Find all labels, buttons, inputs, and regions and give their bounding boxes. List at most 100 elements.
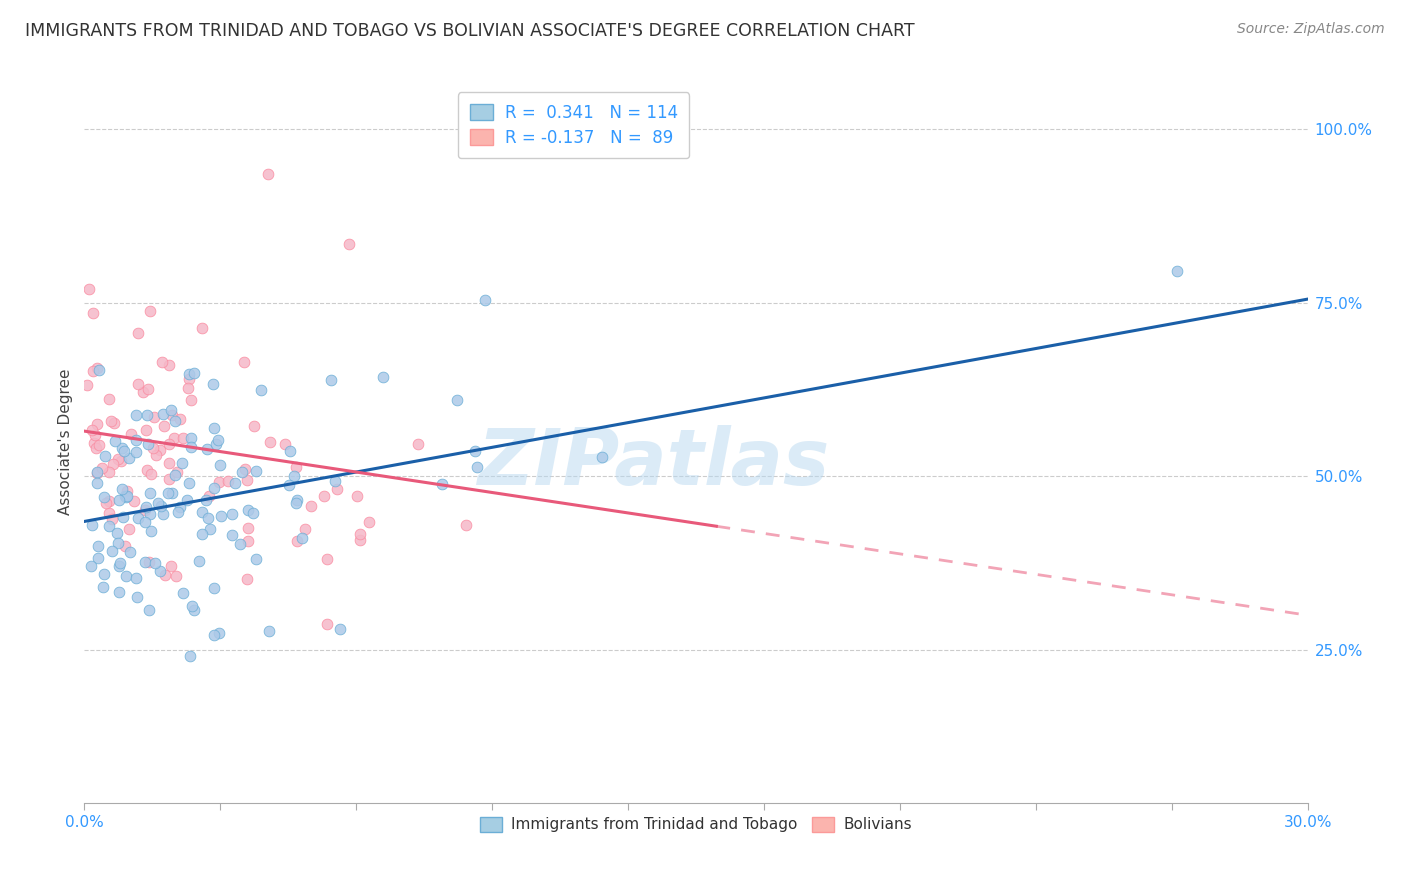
Point	[107, 451, 129, 466]
Point	[134, 503, 156, 517]
Point	[139, 524, 162, 538]
Point	[291, 531, 314, 545]
Point	[278, 477, 301, 491]
Point	[157, 437, 180, 451]
Point	[111, 483, 134, 497]
Point	[80, 423, 103, 437]
Point	[142, 442, 165, 456]
Point	[93, 567, 115, 582]
Point	[125, 433, 148, 447]
Point	[285, 533, 308, 548]
Point	[157, 485, 180, 500]
Point	[142, 409, 165, 424]
Point	[149, 499, 172, 513]
Point	[177, 368, 200, 382]
Point	[197, 489, 219, 503]
Point	[315, 617, 337, 632]
Point	[432, 476, 454, 491]
Point	[177, 381, 200, 395]
Point	[238, 503, 260, 517]
Point	[195, 493, 218, 508]
Point	[243, 418, 266, 433]
Point	[160, 408, 183, 422]
Point	[169, 412, 191, 426]
Point	[103, 416, 125, 430]
Point	[112, 443, 135, 458]
Point	[86, 417, 108, 431]
Point	[77, 282, 100, 296]
Point	[87, 438, 110, 452]
Point	[165, 414, 187, 428]
Point	[98, 506, 121, 520]
Point	[149, 565, 172, 579]
Point	[314, 489, 336, 503]
Point	[139, 507, 162, 521]
Point	[329, 622, 352, 636]
Point	[143, 556, 166, 570]
Point	[127, 511, 149, 525]
Point	[76, 377, 98, 392]
Point	[122, 494, 145, 508]
Point	[163, 467, 186, 482]
Point	[139, 304, 162, 318]
Point	[115, 484, 138, 499]
Point	[101, 457, 124, 471]
Point	[339, 236, 361, 251]
Point	[207, 475, 229, 490]
Point	[83, 428, 105, 442]
Point	[86, 467, 108, 481]
Point	[117, 489, 139, 503]
Point	[229, 537, 252, 551]
Point	[406, 436, 429, 450]
Point	[82, 364, 104, 378]
Point	[373, 369, 395, 384]
Point	[474, 293, 496, 308]
Point	[134, 555, 156, 569]
Point	[170, 456, 193, 470]
Point	[157, 457, 180, 471]
Point	[202, 581, 225, 595]
Point	[245, 464, 267, 478]
Point	[191, 320, 214, 334]
Point	[191, 527, 214, 541]
Point	[166, 466, 188, 480]
Point	[236, 474, 259, 488]
Point	[86, 466, 108, 480]
Point	[283, 469, 305, 483]
Point	[111, 442, 134, 456]
Point	[180, 431, 202, 445]
Point	[108, 559, 131, 574]
Point	[127, 326, 149, 340]
Point	[135, 424, 157, 438]
Point	[183, 603, 205, 617]
Point	[197, 511, 219, 525]
Point	[287, 493, 309, 508]
Point	[191, 505, 214, 519]
Point	[108, 492, 131, 507]
Point	[104, 434, 127, 448]
Point	[152, 418, 174, 433]
Point	[134, 515, 156, 529]
Point	[87, 539, 110, 553]
Point	[172, 431, 194, 445]
Point	[346, 489, 368, 503]
Point	[152, 407, 174, 421]
Point	[138, 602, 160, 616]
Point	[464, 443, 486, 458]
Point	[125, 591, 148, 605]
Text: ZIPatlas: ZIPatlas	[477, 425, 830, 501]
Point	[94, 450, 117, 464]
Point	[259, 435, 281, 450]
Point	[136, 408, 159, 422]
Point	[105, 526, 128, 541]
Point	[138, 556, 160, 570]
Text: Source: ZipAtlas.com: Source: ZipAtlas.com	[1237, 22, 1385, 37]
Point	[118, 450, 141, 465]
Point	[138, 486, 160, 500]
Point	[284, 460, 307, 475]
Point	[97, 518, 120, 533]
Point	[159, 559, 181, 574]
Point	[149, 442, 172, 457]
Point	[98, 392, 121, 406]
Point	[202, 628, 225, 642]
